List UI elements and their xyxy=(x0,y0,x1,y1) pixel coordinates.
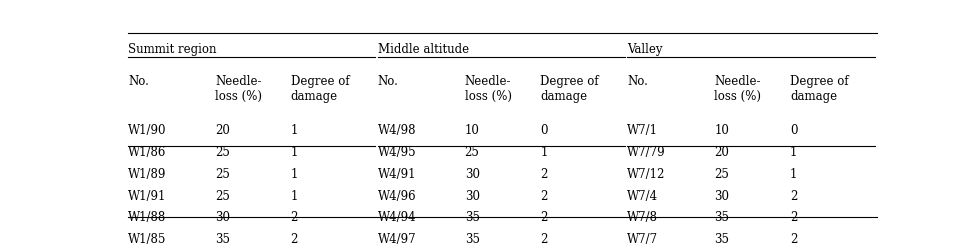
Text: W7/8: W7/8 xyxy=(628,211,658,224)
Text: Needle-
loss (%): Needle- loss (%) xyxy=(215,75,262,103)
Text: W4/98: W4/98 xyxy=(378,124,416,137)
Text: W7/7: W7/7 xyxy=(628,233,659,246)
Text: Degree of
damage: Degree of damage xyxy=(541,75,599,103)
Text: 2: 2 xyxy=(541,168,548,181)
Text: 25: 25 xyxy=(714,168,729,181)
Text: Degree of
damage: Degree of damage xyxy=(790,75,848,103)
Text: No.: No. xyxy=(378,75,398,88)
Text: 1: 1 xyxy=(790,146,797,159)
Text: W7/12: W7/12 xyxy=(628,168,666,181)
Text: 1: 1 xyxy=(291,168,298,181)
Text: 2: 2 xyxy=(541,190,548,202)
Text: Degree of
damage: Degree of damage xyxy=(291,75,349,103)
Text: 2: 2 xyxy=(541,211,548,224)
Text: 20: 20 xyxy=(714,146,729,159)
Text: W1/88: W1/88 xyxy=(128,211,166,224)
Text: Valley: Valley xyxy=(628,43,663,56)
Text: W1/85: W1/85 xyxy=(128,233,167,246)
Text: W4/94: W4/94 xyxy=(378,211,417,224)
Text: Summit region: Summit region xyxy=(128,43,217,56)
Text: 35: 35 xyxy=(465,233,479,246)
Text: 2: 2 xyxy=(541,233,548,246)
Text: 2: 2 xyxy=(790,211,797,224)
Text: 25: 25 xyxy=(465,146,479,159)
Text: 10: 10 xyxy=(714,124,729,137)
Text: 2: 2 xyxy=(291,211,298,224)
Text: W1/91: W1/91 xyxy=(128,190,167,202)
Text: W4/91: W4/91 xyxy=(378,168,416,181)
Text: Needle-
loss (%): Needle- loss (%) xyxy=(465,75,511,103)
Text: 25: 25 xyxy=(215,146,230,159)
Text: 35: 35 xyxy=(465,211,479,224)
Text: Middle altitude: Middle altitude xyxy=(378,43,468,56)
Text: 35: 35 xyxy=(714,233,729,246)
Text: W1/90: W1/90 xyxy=(128,124,167,137)
Text: 35: 35 xyxy=(215,233,230,246)
Text: 2: 2 xyxy=(291,233,298,246)
Text: Needle-
loss (%): Needle- loss (%) xyxy=(714,75,761,103)
Text: 30: 30 xyxy=(215,211,230,224)
Text: 30: 30 xyxy=(465,190,479,202)
Text: W1/89: W1/89 xyxy=(128,168,167,181)
Text: 1: 1 xyxy=(291,190,298,202)
Text: W1/86: W1/86 xyxy=(128,146,167,159)
Text: 0: 0 xyxy=(541,124,548,137)
Text: No.: No. xyxy=(628,75,648,88)
Text: 35: 35 xyxy=(714,211,729,224)
Text: W7/79: W7/79 xyxy=(628,146,666,159)
Text: 30: 30 xyxy=(465,168,479,181)
Text: W7/4: W7/4 xyxy=(628,190,659,202)
Text: 25: 25 xyxy=(215,190,230,202)
Text: 0: 0 xyxy=(790,124,797,137)
Text: 10: 10 xyxy=(465,124,479,137)
Text: W4/97: W4/97 xyxy=(378,233,417,246)
Text: W4/95: W4/95 xyxy=(378,146,417,159)
Text: 1: 1 xyxy=(790,168,797,181)
Text: 30: 30 xyxy=(714,190,729,202)
Text: No.: No. xyxy=(128,75,149,88)
Text: W7/1: W7/1 xyxy=(628,124,658,137)
Text: 2: 2 xyxy=(790,233,797,246)
Text: 1: 1 xyxy=(291,146,298,159)
Text: 1: 1 xyxy=(541,146,548,159)
Text: 1: 1 xyxy=(291,124,298,137)
Text: W4/96: W4/96 xyxy=(378,190,417,202)
Text: 20: 20 xyxy=(215,124,230,137)
Text: 25: 25 xyxy=(215,168,230,181)
Text: 2: 2 xyxy=(790,190,797,202)
